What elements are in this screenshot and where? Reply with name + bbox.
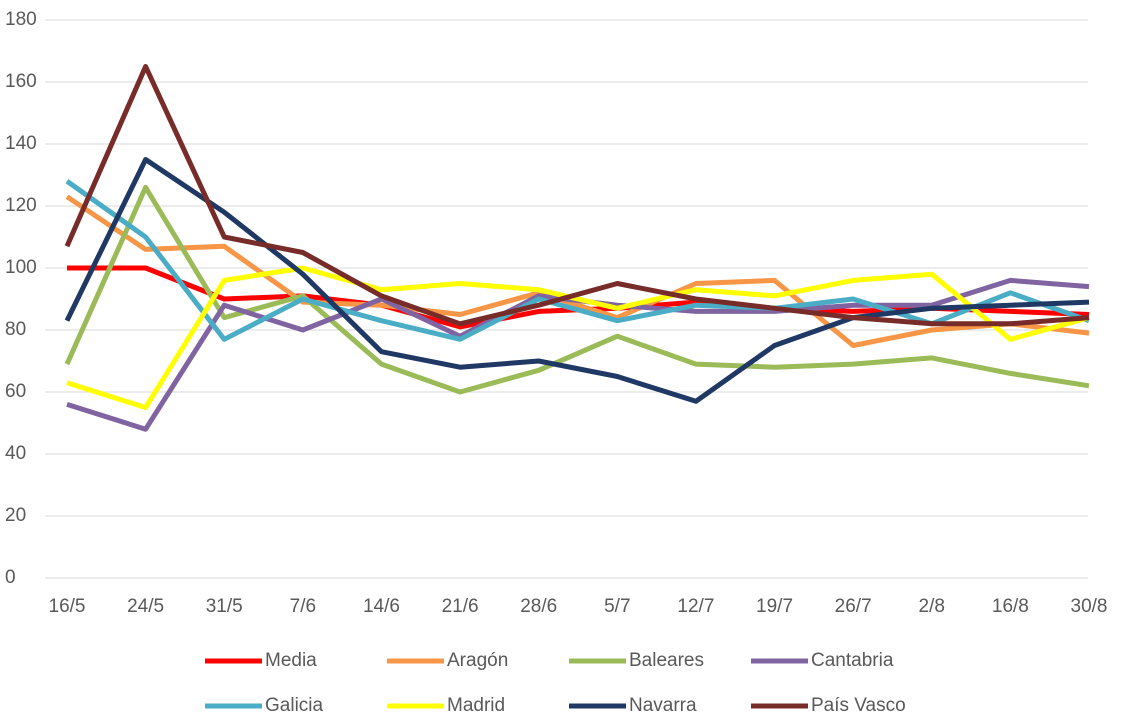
x-tick-label: 2/8: [919, 596, 945, 617]
x-tick-label: 14/6: [363, 596, 400, 617]
x-tick-label: 21/6: [442, 596, 479, 617]
x-tick-label: 5/7: [604, 596, 630, 617]
legend-label: Baleares: [629, 650, 704, 671]
y-tick-label: 180: [5, 9, 37, 30]
y-tick-label: 80: [5, 319, 26, 340]
x-tick-label: 24/5: [127, 596, 164, 617]
x-tick-label: 28/6: [520, 596, 557, 617]
series-line: [64, 64, 1090, 327]
y-tick-label: 160: [5, 71, 37, 92]
y-tick-label: 100: [5, 257, 37, 278]
x-tick-label: 30/8: [1071, 596, 1108, 617]
x-tick-label: 12/7: [677, 596, 714, 617]
y-tick-label: 20: [5, 505, 26, 526]
legend-label: Aragón: [447, 650, 508, 671]
legend-label: Navarra: [629, 695, 697, 716]
series-line: [64, 157, 1090, 404]
series-line: [66, 265, 1090, 410]
x-tick-label: 16/8: [992, 596, 1029, 617]
legend-label: Media: [265, 650, 317, 671]
legend-label: País Vasco: [811, 695, 906, 716]
x-tick-label: 19/7: [756, 596, 793, 617]
y-tick-label: 0: [5, 567, 16, 588]
y-tick-label: 40: [5, 443, 26, 464]
legend-label: Galicia: [265, 695, 324, 716]
series-line: [64, 184, 1090, 395]
y-tick-label: 60: [5, 381, 26, 402]
y-tick-label: 140: [5, 133, 37, 154]
y-tick-label: 120: [5, 195, 37, 216]
x-tick-label: 26/7: [835, 596, 872, 617]
x-tick-label: 7/6: [290, 596, 316, 617]
x-tick-label: 16/5: [49, 596, 86, 617]
legend-label: Madrid: [447, 695, 505, 716]
series-line: [65, 194, 1090, 348]
legend-label: Cantabria: [811, 650, 894, 671]
series-line: [65, 179, 1090, 342]
x-tick-label: 31/5: [206, 596, 243, 617]
